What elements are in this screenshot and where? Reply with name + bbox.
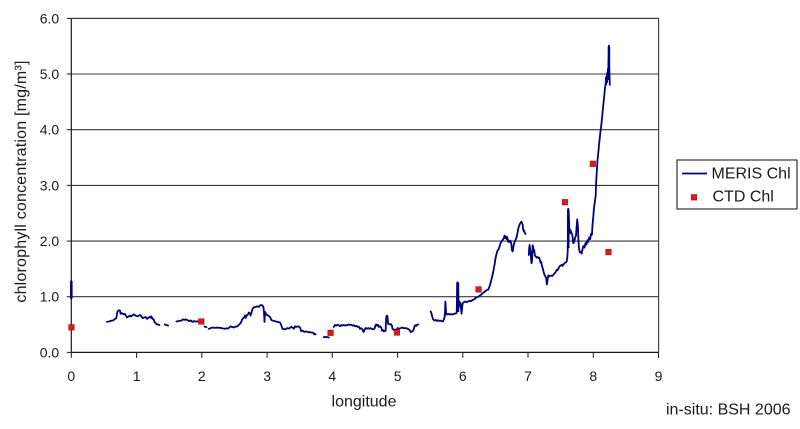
svg-text:5.0: 5.0 (40, 66, 60, 82)
svg-text:9: 9 (655, 368, 663, 384)
svg-text:0.0: 0.0 (40, 344, 60, 360)
svg-text:longitude: longitude (332, 394, 397, 411)
svg-text:chlorophyll concentration [mg/: chlorophyll concentration [mg/m³] (13, 60, 30, 302)
svg-text:4: 4 (328, 368, 336, 384)
svg-text:8: 8 (589, 368, 597, 384)
svg-text:1.0: 1.0 (40, 289, 60, 305)
svg-text:3: 3 (263, 368, 271, 384)
svg-text:MERIS Chl: MERIS Chl (712, 166, 791, 183)
svg-text:2.0: 2.0 (40, 233, 60, 249)
svg-text:2: 2 (198, 368, 206, 384)
svg-text:7: 7 (524, 368, 532, 384)
svg-text:4.0: 4.0 (40, 122, 60, 138)
svg-text:6.0: 6.0 (40, 10, 60, 26)
svg-text:5: 5 (394, 368, 402, 384)
svg-text:0: 0 (67, 368, 75, 384)
svg-text:in-situ: BSH 2006: in-situ: BSH 2006 (666, 402, 791, 419)
svg-text:CTD Chl: CTD Chl (713, 189, 774, 206)
svg-text:1: 1 (133, 368, 141, 384)
svg-text:3.0: 3.0 (40, 177, 60, 193)
svg-text:6: 6 (459, 368, 467, 384)
